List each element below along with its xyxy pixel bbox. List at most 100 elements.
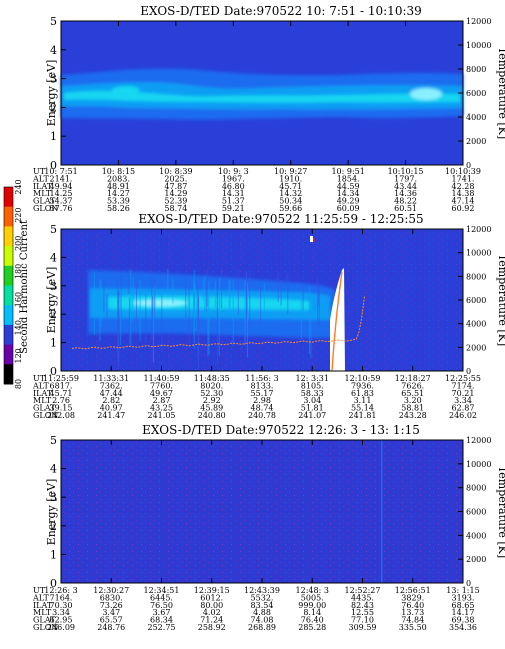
- panel-3-table-cell: 335.50: [399, 623, 427, 632]
- panel-2-spike: [310, 236, 313, 242]
- panel-2-table-cell: 51.81: [301, 404, 324, 413]
- panel-3-table-cell: 6012.: [200, 593, 223, 602]
- panel-1-row-label: ALT: [32, 174, 49, 183]
- panel-3-row-label: ALT: [32, 593, 49, 602]
- panel-2-table-cell: 12: 3:31: [296, 374, 329, 383]
- panel-1-table-cell: 43.44: [394, 182, 417, 191]
- panel-1-table-cell: 10: 9:51: [331, 167, 364, 176]
- panel-3-table-cell: 4.88: [253, 608, 271, 617]
- panel-3-y-axis-label: Energy [eV]: [45, 479, 58, 546]
- panel-1-table-cell: 1910.: [279, 174, 302, 183]
- panel-3-table-cell: 999.00: [298, 601, 326, 610]
- panel-1: EXOS-D/TED Date:970522 10: 7:51 - 10:10:…: [32, 4, 505, 213]
- panel-2-streak: [216, 276, 218, 318]
- panel-3-table-cell: 77.10: [351, 616, 374, 625]
- panel-1-y2-axis-label: Temperature [K]: [496, 47, 505, 139]
- panel-3-table-cell: 3.47: [102, 608, 120, 617]
- colorbar-segment: [4, 364, 13, 385]
- panel-2-streak: [132, 287, 134, 322]
- panel-3-table-cell: 12.55: [351, 608, 374, 617]
- panel-2-streak: [188, 284, 190, 345]
- panel-3-y2-tick-label: 0: [466, 579, 471, 588]
- panel-2-streak: [167, 268, 169, 293]
- panel-1-table-cell: 59.21: [222, 204, 245, 213]
- panel-3-table-cell: 8.14: [303, 608, 321, 617]
- panel-1-table-cell: 54.37: [50, 197, 73, 206]
- panel-3-table-cell: 70.30: [50, 601, 73, 610]
- panel-1-y-tick-label: 4: [50, 44, 57, 57]
- panel-2-streak: [136, 283, 137, 323]
- panel-2-table-cell: 8020.: [200, 381, 223, 390]
- panel-2-table-cell: 45.71: [50, 389, 73, 398]
- panel-2-streak: [100, 279, 102, 328]
- panel-3-vertical-line: [381, 440, 383, 583]
- panel-2-table-cell: 3.04: [303, 396, 321, 405]
- panel-1-table-cell: 10: 8:15: [102, 167, 135, 176]
- colorbar-segment: [4, 344, 13, 365]
- panel-2-streak: [120, 289, 122, 345]
- panel-2-streak: [300, 296, 302, 340]
- panel-1-band-peak-2: [112, 86, 140, 94]
- panel-3-y-tick-label: 4: [50, 463, 57, 476]
- panel-2-streak: [214, 280, 216, 308]
- panel-2-table-cell: 45.89: [200, 404, 223, 413]
- panel-2-table-cell: 49.67: [150, 389, 173, 398]
- panel-2-table-cell: 11:48:35: [194, 374, 230, 383]
- panel-2-row-label: GLON: [33, 411, 58, 420]
- panel-2-streak: [219, 277, 221, 308]
- panel-1-table-cell: 57.76: [50, 204, 73, 213]
- panel-2-table-cell: 55.17: [251, 389, 274, 398]
- panel-2-streak: [128, 269, 130, 294]
- panel-2-streak: [246, 272, 248, 334]
- panel-2-y-tick-label: 1: [50, 337, 57, 350]
- panel-2-table-cell: 243.28: [399, 411, 427, 420]
- panel-1-y2-tick-label: 2000: [466, 137, 486, 146]
- colorbar-segment: [4, 285, 13, 306]
- colorbar-segment: [4, 324, 13, 346]
- panel-2-streak: [99, 280, 101, 342]
- panel-2-y2-tick-label: 8000: [466, 272, 486, 281]
- panel-3-row-label: GLAT: [33, 616, 56, 625]
- panel-1-table-cell: 14.31: [222, 189, 245, 198]
- panel-2-table-cell: 8133.: [251, 381, 274, 390]
- panel-1-table-cell: 47.14: [452, 197, 475, 206]
- panel-1-table-cell: 1854.: [337, 174, 360, 183]
- panel-2-row-label: ILAT: [33, 389, 53, 398]
- panel-1-table-cell: 14.36: [394, 189, 417, 198]
- panel-3-table-cell: 4.02: [203, 608, 221, 617]
- panel-1-table-cell: 2141.: [50, 174, 73, 183]
- panel-2-y-tick-label: 5: [50, 223, 57, 236]
- panel-3-table-cell: 74.84: [401, 616, 424, 625]
- panel-3-title: EXOS-D/TED Date:970522 12:26: 3 - 13: 1:…: [142, 423, 420, 437]
- panel-2-streak: [161, 295, 163, 352]
- panel-3-table-cell: 246.09: [47, 623, 75, 632]
- panel-2-table-cell: 12:10:59: [345, 374, 381, 383]
- panel-3-table-cell: 80.00: [200, 601, 223, 610]
- panel-2-table-cell: 48.74: [251, 404, 274, 413]
- panel-2-streak: [218, 297, 220, 356]
- panel-1-y-axis-label: Energy [eV]: [45, 60, 58, 127]
- panel-2-streak: [228, 281, 230, 307]
- panel-1-table-cell: 10: 8:39: [159, 167, 192, 176]
- panel-3-y2-tick-label: 8000: [466, 484, 486, 493]
- panel-2-table-cell: 55.14: [351, 404, 374, 413]
- colorbar-segment: [4, 305, 13, 326]
- panel-1-y-tick-label: 1: [50, 130, 57, 143]
- panel-2-y-tick-label: 2: [50, 308, 57, 321]
- panel-2-table-cell: 12:25:55: [445, 374, 481, 383]
- panel-3-table-cell: 12:34:51: [144, 586, 180, 595]
- panel-2-table-cell: 52.30: [200, 389, 223, 398]
- panel-2-y-tick-label: 3: [50, 280, 57, 293]
- panel-2-spectrogram: [71, 236, 366, 372]
- panel-1-row-label: GLON: [33, 204, 58, 213]
- panel-3-y2-tick-label: 10000: [466, 460, 491, 469]
- panel-2-streak: [106, 294, 108, 320]
- panel-2-table-cell: 241.47: [97, 411, 125, 420]
- panel-3: EXOS-D/TED Date:970522 12:26: 3 - 13: 1:…: [32, 423, 505, 632]
- panel-1-y2-tick-label: 0: [466, 161, 471, 170]
- panel-2-table-cell: 61.83: [351, 389, 374, 398]
- panel-2-streak: [139, 279, 141, 341]
- panel-3-table-cell: 68.65: [452, 601, 475, 610]
- panel-1-table-cell: 14.29: [164, 189, 187, 198]
